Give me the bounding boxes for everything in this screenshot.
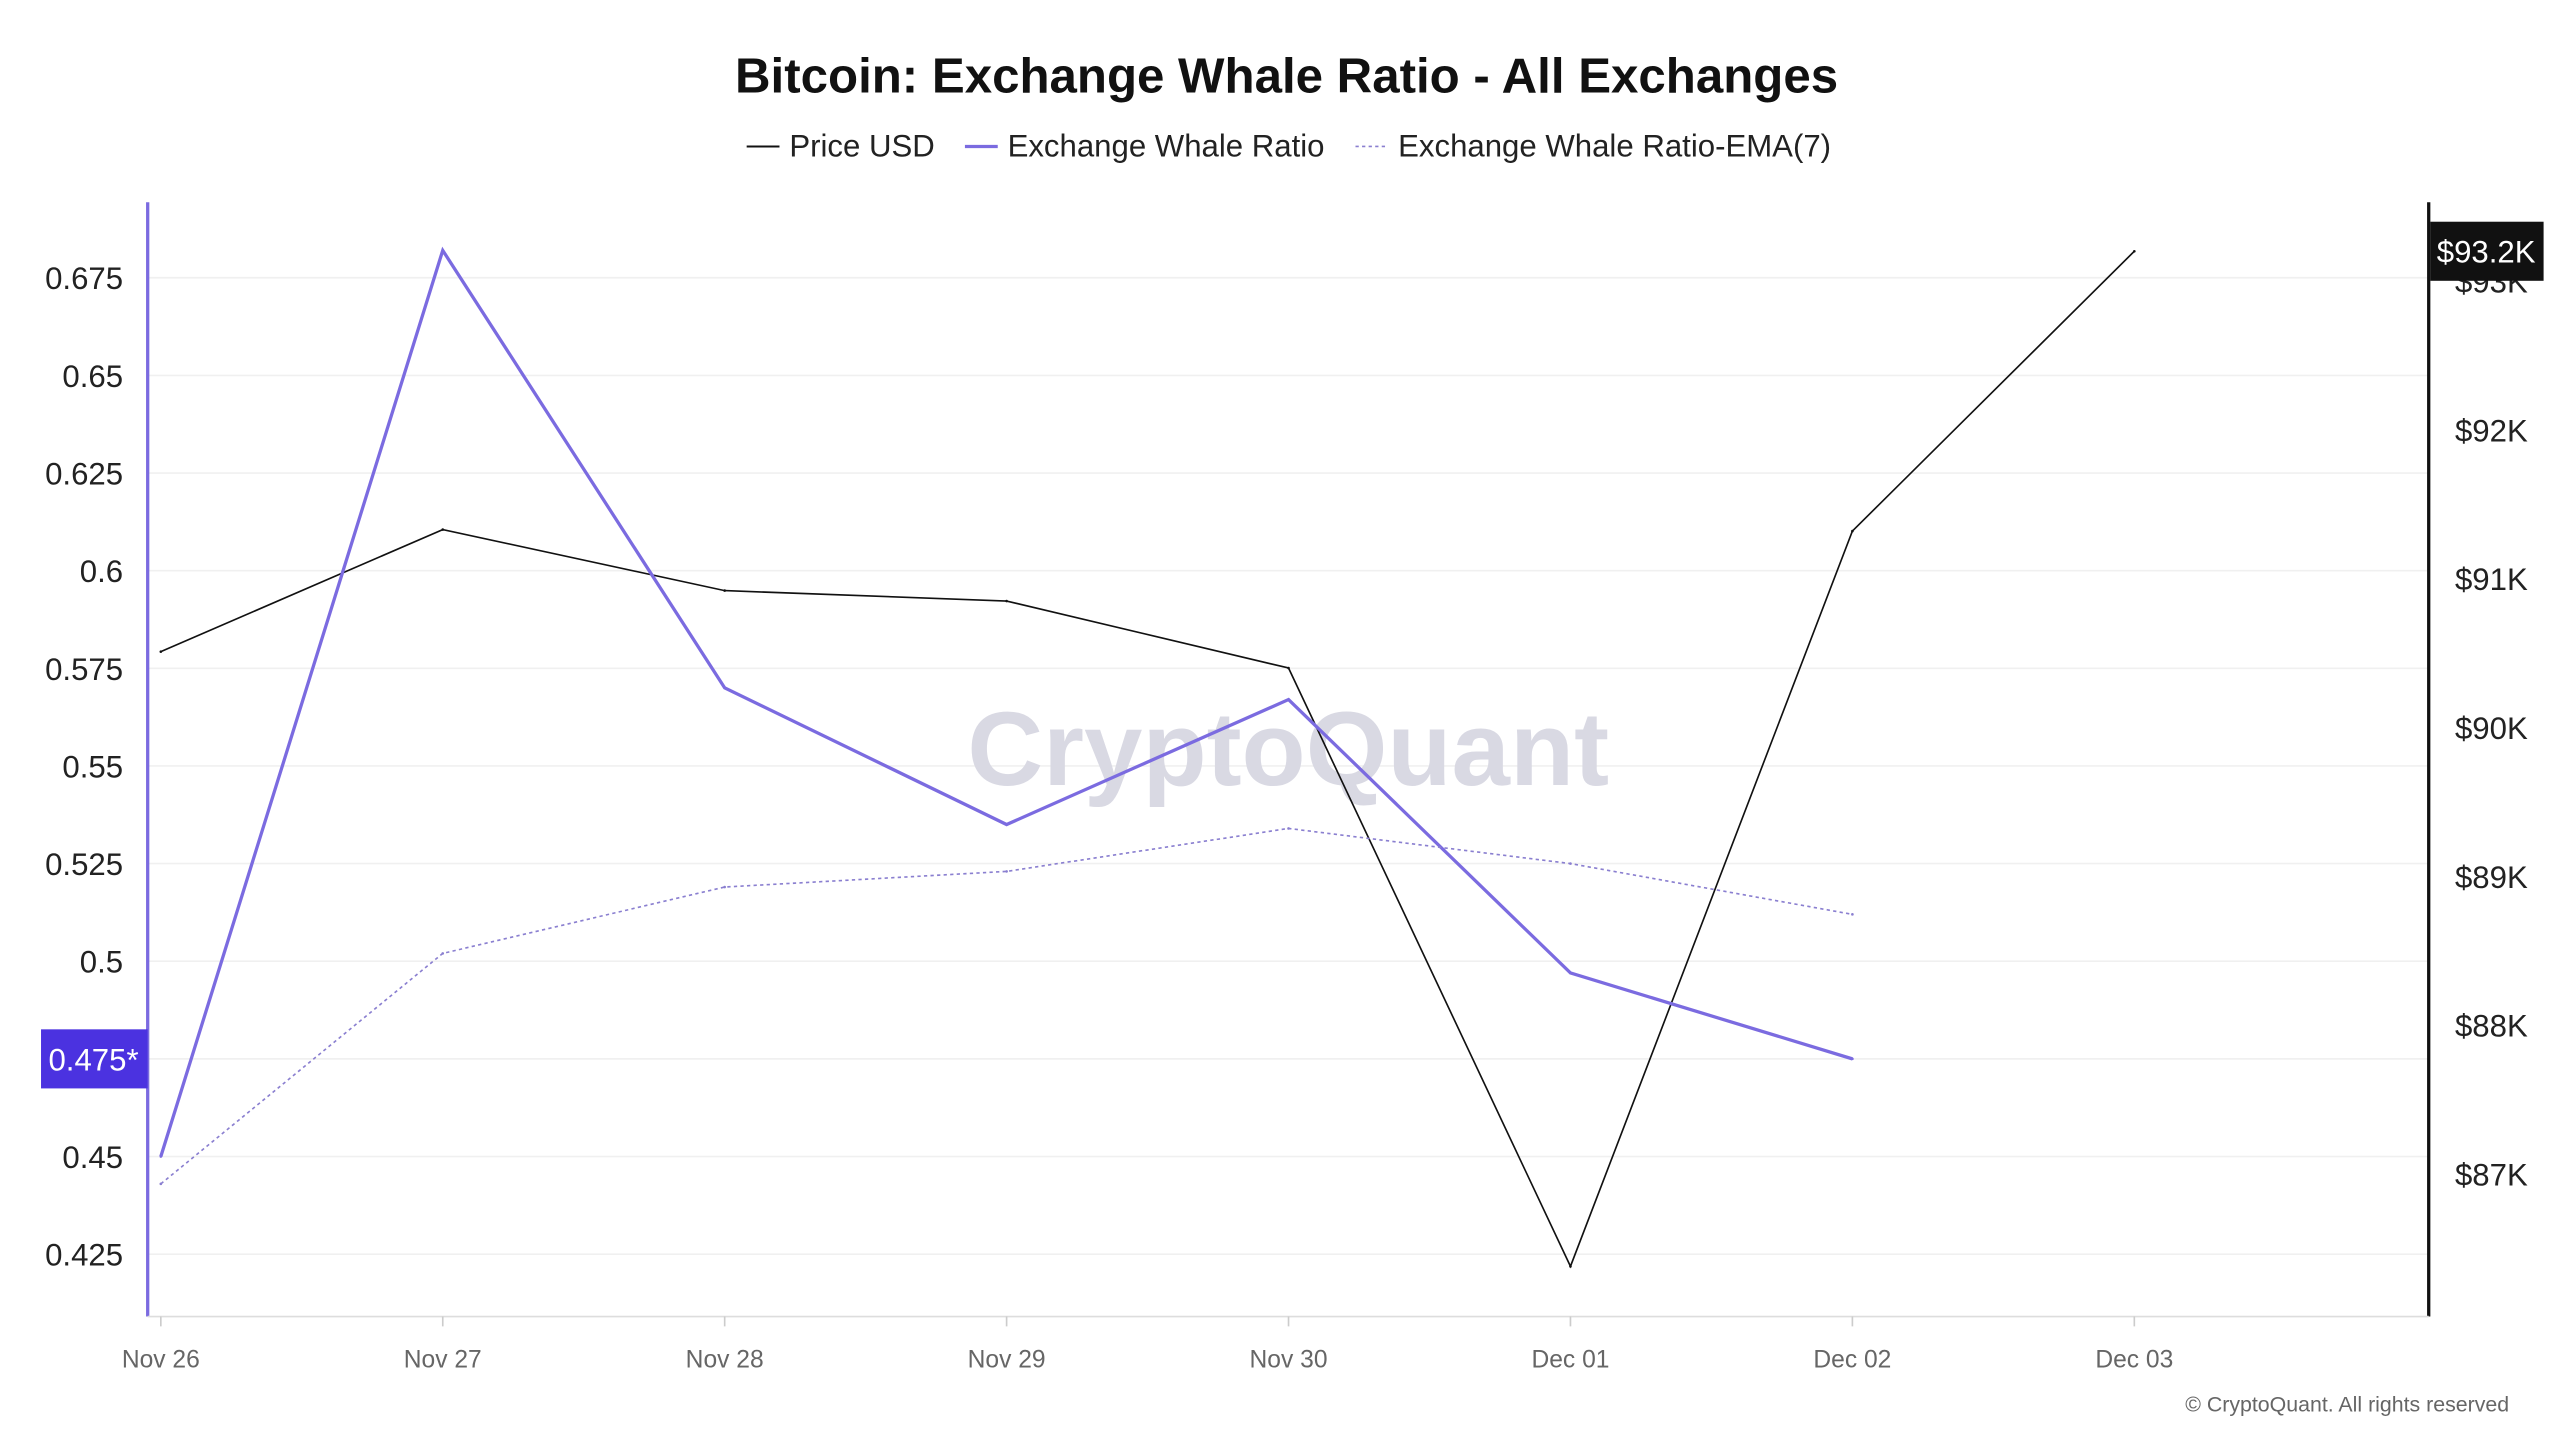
series: [159, 246, 2136, 1269]
series-line-0: [160, 250, 2135, 1269]
left-tick-label: 0.45: [62, 1140, 123, 1175]
x-tick-label: Nov 26: [122, 1346, 200, 1373]
data-point: [1851, 913, 1854, 916]
data-point: [2133, 249, 2136, 253]
chart-title: Bitcoin: Exchange Whale Ratio - All Exch…: [735, 48, 1838, 103]
legend-item: Exchange Whale Ratio-EMA(7): [1398, 128, 1831, 163]
right-tick-label: $89K: [2455, 860, 2528, 895]
left-tick-label: 0.425: [45, 1238, 123, 1273]
data-point: [1569, 971, 1572, 975]
data-point: [1005, 599, 1008, 603]
current-price-badge: [2430, 221, 2544, 281]
left-tick-label: 0.675: [45, 261, 123, 296]
watermark: CryptoQuant: [967, 691, 1609, 808]
right-tick-label: $90K: [2455, 711, 2528, 746]
left-tick-label: 0.6: [80, 554, 123, 589]
series-line-2: [160, 827, 1853, 1185]
left-tick-label: 0.525: [45, 847, 123, 882]
data-point: [723, 885, 726, 889]
x-tick-label: Dec 03: [2095, 1346, 2173, 1373]
data-point: [441, 952, 445, 955]
legend-item: Price USD: [789, 128, 934, 163]
credit: © CryptoQuant. All rights reserved: [2185, 1393, 2509, 1417]
x-tick-label: Dec 02: [1813, 1346, 1891, 1373]
data-point: [723, 686, 726, 690]
x-tick-label: Nov 29: [968, 1346, 1046, 1373]
data-point: [1005, 870, 1008, 873]
x-tick-label: Nov 28: [686, 1346, 764, 1373]
data-point: [1851, 1057, 1854, 1061]
data-point: [1287, 666, 1290, 670]
data-point: [159, 1155, 163, 1158]
data-point: [1851, 529, 1854, 533]
data-point: [441, 528, 445, 531]
x-tick-label: Dec 01: [1531, 1346, 1609, 1373]
data-point: [1005, 823, 1008, 826]
left-tick-label: 0.5: [80, 945, 123, 980]
x-tick-label: Nov 30: [1250, 1346, 1328, 1373]
data-point: [1287, 827, 1290, 830]
x-tick-label: Nov 27: [404, 1346, 482, 1373]
axes: 0.675 0.65 0.625 0.6 0.575 0.55 0.525 0.5 0.45 0.…: [41, 202, 2544, 1373]
current-whale-ratio-badge: [41, 1029, 148, 1089]
legend: Price USD Exchange Whale Ratio Exchange Wh…: [746, 128, 1831, 163]
data-point: [441, 249, 445, 252]
data-point: [723, 589, 726, 592]
current-price-label: $93.2K: [2437, 235, 2536, 270]
data-point: [159, 650, 163, 653]
legend-item: Exchange Whale Ratio: [1008, 128, 1325, 163]
left-tick-label: 0.55: [62, 749, 123, 784]
right-tick-label: $91K: [2455, 562, 2528, 597]
right-tick-label: $87K: [2455, 1158, 2528, 1193]
left-tick-label: 0.575: [45, 652, 123, 687]
left-tick-label: 0.65: [62, 359, 123, 394]
left-tick-label: 0.625: [45, 457, 123, 492]
right-tick-label: $88K: [2455, 1009, 2528, 1044]
data-point: [1569, 862, 1572, 865]
data-point: [1287, 698, 1290, 701]
current-whale-ratio-label: 0.475*: [48, 1042, 138, 1077]
grid: [147, 276, 2429, 1255]
data-point: [1569, 1265, 1572, 1268]
right-tick-label: $92K: [2455, 413, 2528, 448]
data-point: [159, 1182, 163, 1186]
